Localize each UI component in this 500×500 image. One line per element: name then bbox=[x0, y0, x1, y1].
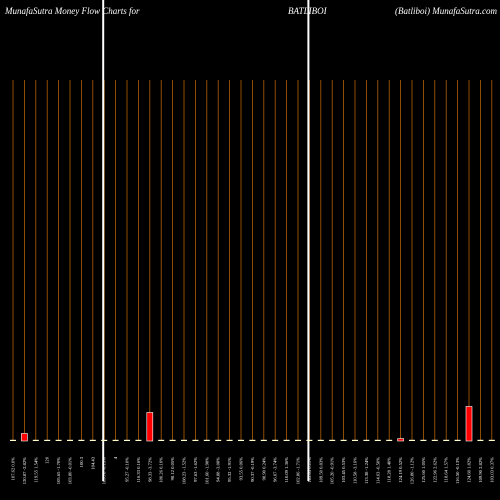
bar bbox=[89, 439, 96, 441]
bar bbox=[181, 439, 187, 441]
bar bbox=[169, 439, 176, 441]
bar bbox=[306, 439, 313, 441]
x-tick-label: 94.88 -3.08% bbox=[216, 457, 221, 482]
bar bbox=[203, 439, 210, 441]
bar bbox=[317, 439, 324, 441]
x-tick-label: 103.03 0.37% bbox=[489, 457, 494, 483]
bar bbox=[55, 439, 62, 441]
x-tick-label: 103.80 -0.01% bbox=[68, 457, 73, 484]
x-tick-label: 101.60 -1.98% bbox=[204, 457, 209, 484]
x-tick-label: 122.96 2.62% bbox=[432, 457, 437, 483]
x-tick-label: 95.27 -0.10% bbox=[125, 457, 130, 482]
x-tick-label: 118.28 1.40% bbox=[387, 457, 392, 483]
x-tick-label: 100.3 bbox=[79, 456, 84, 467]
bar bbox=[420, 439, 427, 441]
x-tick-label: 105.65 -1.70% bbox=[56, 457, 61, 484]
bar bbox=[363, 439, 370, 441]
bar bbox=[283, 439, 290, 441]
bar bbox=[397, 438, 404, 442]
x-tick-label: 105.20 -0.91% bbox=[330, 457, 335, 484]
chart-title-right: (Batliboi) MunafaSutra.com bbox=[395, 6, 497, 16]
x-tick-label: 118.64 1.57% bbox=[444, 457, 449, 483]
bar bbox=[431, 439, 438, 441]
x-tick-label: 113.38 -1.24% bbox=[364, 457, 369, 484]
bar bbox=[488, 439, 495, 441]
x-tick-label: 102.86 -1.71% bbox=[296, 457, 301, 484]
bar bbox=[21, 433, 28, 442]
bar bbox=[352, 439, 358, 441]
bar bbox=[443, 439, 450, 441]
bar bbox=[238, 439, 244, 441]
x-tick-label: 110.09 1.36% bbox=[284, 457, 289, 483]
bar bbox=[340, 439, 347, 441]
x-tick-label: 97.63 -1.62% bbox=[193, 457, 198, 482]
x-tick-label: 4 bbox=[113, 456, 118, 459]
bar bbox=[158, 439, 165, 441]
x-tick-label: 108.23 -1.52% bbox=[182, 457, 187, 484]
x-tick-label: 114.63 -0.50% bbox=[375, 457, 380, 484]
x-tick-label: 104.43 bbox=[90, 456, 95, 469]
x-tick-label: 109.50 0.83% bbox=[318, 457, 323, 483]
bar bbox=[67, 439, 73, 441]
chart-title-left: MunafaSutra Money Flow Charts for bbox=[5, 6, 140, 16]
bar bbox=[272, 439, 279, 441]
x-tick-label: 119.55 1.54% bbox=[33, 457, 38, 483]
x-tick-label: 96.07 -3.74% bbox=[273, 457, 278, 482]
bar bbox=[112, 439, 119, 441]
x-tick-label: 109.90 2.82% bbox=[478, 457, 483, 483]
x-tick-label: 109.78 -0.13% bbox=[102, 457, 107, 484]
bar bbox=[386, 439, 393, 441]
bar bbox=[135, 439, 142, 441]
bar bbox=[226, 439, 233, 441]
bar bbox=[465, 406, 473, 442]
bar bbox=[78, 439, 85, 441]
bar bbox=[260, 439, 267, 441]
x-tick-label: 116.50 -0.13% bbox=[455, 457, 460, 484]
x-tick-label: 116.33 0.16% bbox=[136, 457, 141, 483]
bar bbox=[215, 439, 222, 441]
bar bbox=[32, 439, 39, 441]
x-tick-label: 90.37 -0.19% bbox=[250, 457, 255, 482]
x-tick-label: 102.65 0.11% bbox=[307, 457, 312, 483]
x-tick-label: 124.19 0.52% bbox=[398, 457, 403, 483]
bar bbox=[10, 439, 16, 441]
bar bbox=[409, 439, 415, 441]
x-tick-label: 98.90 0.24% bbox=[261, 457, 266, 481]
x-tick-label: 103.45 0.53% bbox=[341, 457, 346, 483]
x-tick-label: 110.58 -3.16% bbox=[353, 457, 358, 484]
bar bbox=[329, 439, 336, 441]
bar bbox=[146, 412, 154, 442]
x-tick-label: 93.55 0.06% bbox=[239, 457, 244, 481]
bar bbox=[44, 439, 51, 441]
x-tick-label: 98.12 0.05% bbox=[170, 457, 175, 481]
bar bbox=[124, 439, 130, 441]
x-tick-label: 124.60 1.82% bbox=[467, 457, 472, 483]
bar bbox=[192, 439, 199, 441]
bar bbox=[249, 439, 256, 441]
x-tick-label: 95.32 -1.91% bbox=[227, 457, 232, 482]
chart-title-symbol: BATLIBOI bbox=[288, 6, 327, 16]
x-tick-label: 125.60 1.05% bbox=[421, 457, 426, 483]
bar bbox=[101, 439, 108, 441]
x-tick-label: 120 bbox=[45, 456, 50, 464]
x-tick-label: 107.62 0.0% bbox=[11, 457, 16, 481]
x-tick-label: 126.80 -1.12% bbox=[410, 457, 415, 484]
x-tick-label: 100.26 0.10% bbox=[159, 457, 164, 483]
bar bbox=[477, 439, 484, 441]
bar bbox=[454, 439, 461, 441]
bar bbox=[374, 439, 381, 441]
bar bbox=[295, 439, 301, 441]
x-tick-label: 120.87 -2.82% bbox=[22, 457, 27, 484]
x-tick-label: 98.33 -3.72% bbox=[147, 457, 152, 482]
